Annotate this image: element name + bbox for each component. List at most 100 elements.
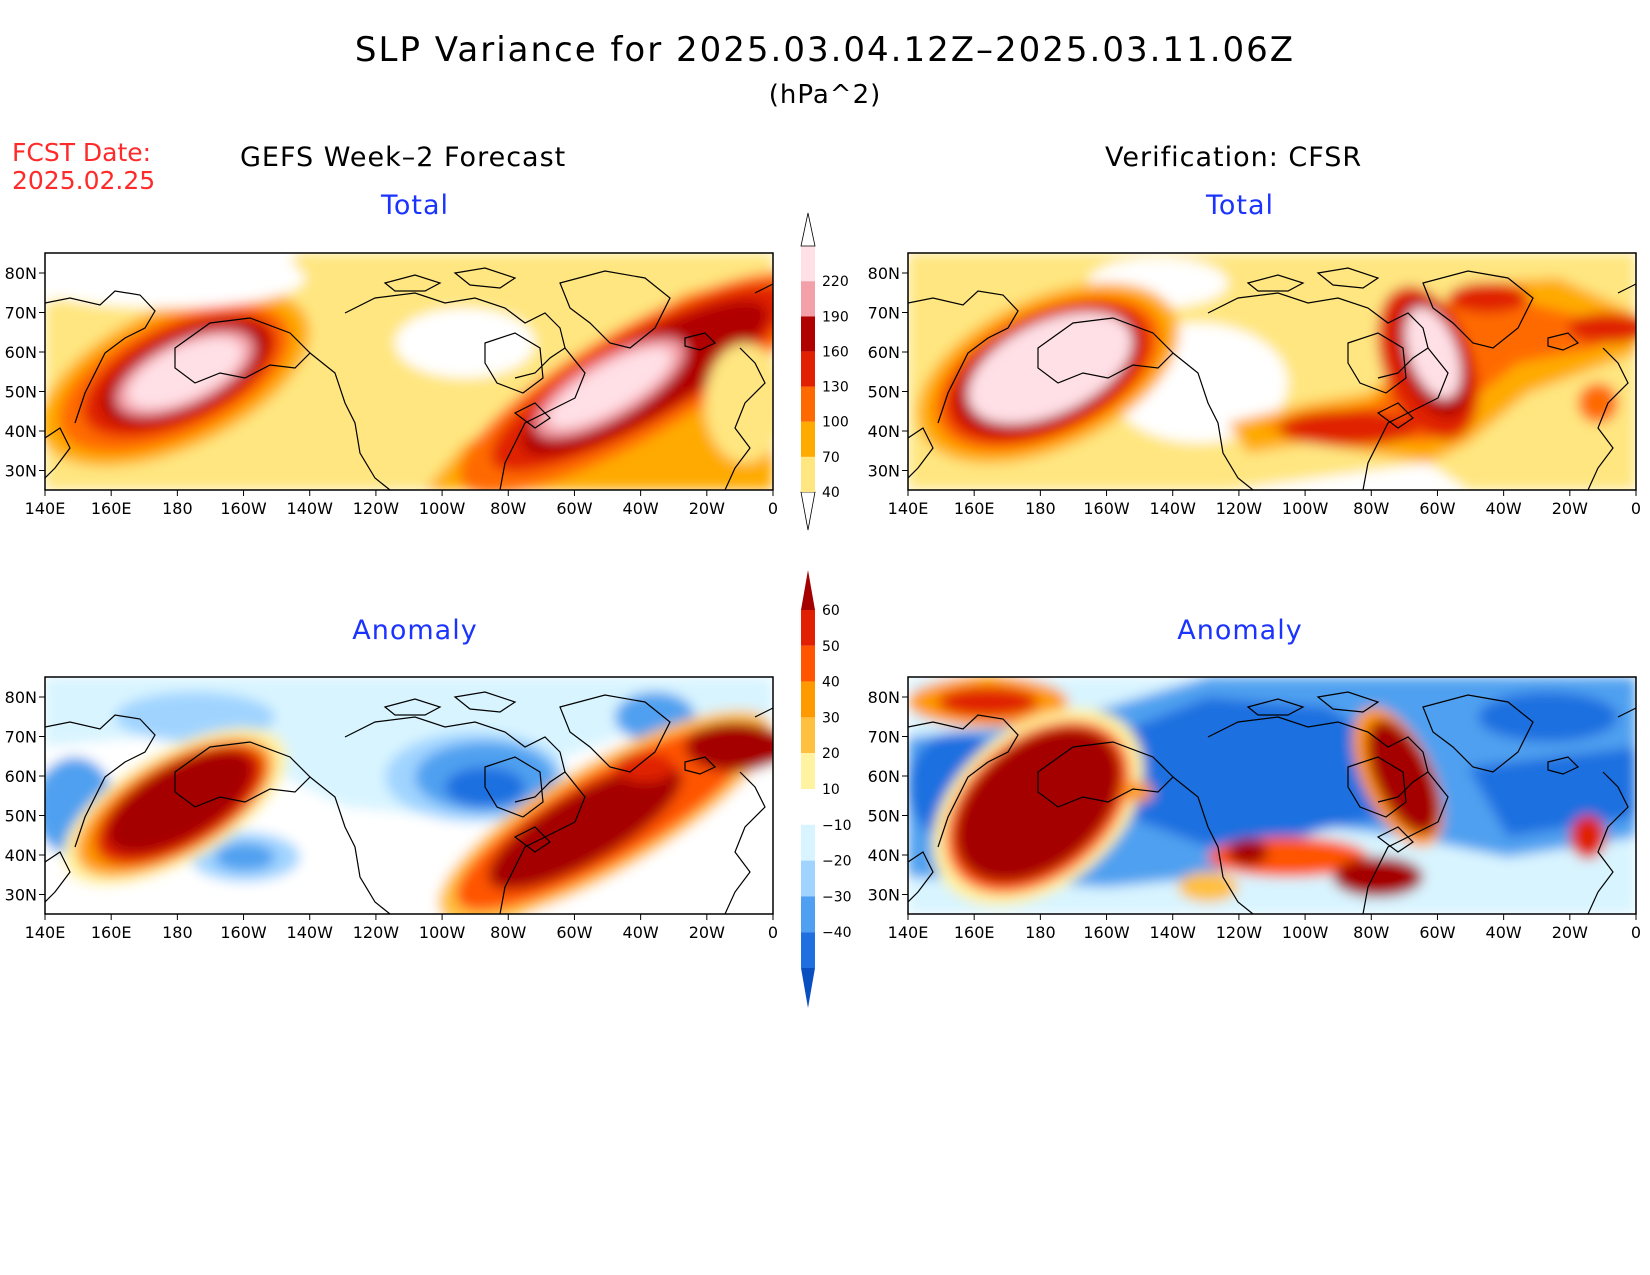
panel-title-cfsr-anom: Anomaly <box>1177 615 1303 646</box>
lat-tick-label: 30N <box>868 462 900 481</box>
axes-layer: 140E 160E 180 160W 140W 120W 100W 80W 60W 40W 20W 0… <box>5 264 1641 942</box>
colorbar-extend-low <box>800 491 816 531</box>
lat-tick-label: 40N <box>5 422 37 441</box>
lon-tick-label: 140E <box>888 499 929 518</box>
lon-tick-label: 80W <box>1353 499 1389 518</box>
colorbar-label: 30 <box>822 710 840 726</box>
lat-tick-label: 50N <box>868 807 900 826</box>
lat-tick-label: 60N <box>868 767 900 786</box>
lon-tick-label: 100W <box>419 923 466 942</box>
lon-tick-label: 160E <box>91 923 132 942</box>
map-panel-cfsr-anomaly <box>907 676 1637 915</box>
colorbar-swatch <box>801 789 815 825</box>
colorbar-swatch <box>801 824 815 861</box>
colorbar-label: 190 <box>822 309 849 325</box>
colorbar-swatch <box>801 386 815 422</box>
lon-tick-label: 40W <box>1486 923 1522 942</box>
lon-tick-label: 20W <box>1552 499 1588 518</box>
lon-tick-label: 120W <box>1216 499 1263 518</box>
fcst-date-label: FCST Date: <box>12 138 152 167</box>
colorbar-swatch <box>801 717 815 754</box>
lon-tick-label: 160W <box>220 923 267 942</box>
lon-tick-label: 120W <box>353 499 400 518</box>
lat-tick-label: 40N <box>868 422 900 441</box>
lon-tick-label: 140W <box>287 499 334 518</box>
lat-tick-label: 60N <box>5 767 37 786</box>
lon-tick-label: 40W <box>623 499 659 518</box>
lat-tick-label: 80N <box>868 688 900 707</box>
colorbar-label: 40 <box>822 485 840 501</box>
colorbar-swatch <box>801 456 815 492</box>
colorbar-extend-high <box>801 570 815 610</box>
colorbar-anomaly: 60 50 40 30 20 10 −10 −20 −30 −40 <box>801 570 852 1008</box>
map-panel-gefs-anomaly <box>44 676 774 915</box>
colorbar-label: −30 <box>822 889 852 905</box>
lon-tick-label: 40W <box>623 923 659 942</box>
colorbar-swatch <box>801 316 815 352</box>
lat-tick-label: 60N <box>868 343 900 362</box>
lat-tick-label: 70N <box>868 728 900 747</box>
colorbar-label: 50 <box>822 639 840 655</box>
lon-tick-label: 120W <box>353 923 400 942</box>
panel-title-cfsr-total: Total <box>1205 190 1275 221</box>
colorbar-label: 60 <box>822 603 840 619</box>
lat-tick-label: 80N <box>5 688 37 707</box>
lat-tick-label: 50N <box>5 807 37 826</box>
lon-tick-label: 180 <box>1025 499 1056 518</box>
figure-title: SLP Variance for 2025.03.04.12Z–2025.03.… <box>354 30 1296 70</box>
lon-tick-label: 180 <box>162 499 193 518</box>
lon-tick-label: 0 <box>768 923 778 942</box>
lon-tick-label: 0 <box>1631 923 1641 942</box>
lat-tick-label: 60N <box>5 343 37 362</box>
lon-tick-label: 160E <box>91 499 132 518</box>
colorbar-label: 10 <box>822 782 840 798</box>
lon-tick-label: 140W <box>1150 923 1197 942</box>
colorbar-swatch <box>801 753 815 789</box>
colorbar-label: 40 <box>822 675 840 691</box>
lat-tick-label: 70N <box>5 304 37 323</box>
lon-tick-label: 160E <box>954 923 995 942</box>
colorbar-swatch <box>801 281 815 317</box>
lat-tick-label: 80N <box>5 264 37 283</box>
lat-tick-label: 50N <box>5 383 37 402</box>
lon-tick-label: 60W <box>556 923 592 942</box>
lat-tick-label: 30N <box>5 462 37 481</box>
lat-tick-label: 50N <box>868 383 900 402</box>
lat-tick-label: 70N <box>5 728 37 747</box>
colorbar-label: 70 <box>822 450 840 466</box>
colorbar-total: 40 70 100 130 160 190 220 <box>800 212 849 531</box>
lat-tick-label: 40N <box>5 846 37 865</box>
colorbar-label: −20 <box>822 854 852 870</box>
lon-tick-label: 160W <box>220 499 267 518</box>
lat-tick-label: 70N <box>868 304 900 323</box>
lon-tick-label: 160W <box>1083 499 1130 518</box>
map-panel-cfsr-total <box>907 252 1637 491</box>
lon-tick-label: 60W <box>1419 923 1455 942</box>
lon-tick-label: 20W <box>689 499 725 518</box>
colorbar-swatch <box>801 351 815 387</box>
lon-tick-label: 180 <box>1025 923 1056 942</box>
colorbar-label: −10 <box>822 818 852 834</box>
lon-tick-label: 140E <box>888 923 929 942</box>
lon-tick-label: 160W <box>1083 923 1130 942</box>
colorbar-swatch <box>801 896 815 933</box>
colorbar-label: 160 <box>822 344 849 360</box>
lat-tick-label: 80N <box>868 264 900 283</box>
colorbar-label: 20 <box>822 746 840 762</box>
lat-tick-label: 30N <box>868 886 900 905</box>
lon-tick-label: 20W <box>689 923 725 942</box>
colorbar-extend-low <box>801 968 815 1008</box>
colorbar-label: −40 <box>822 925 852 941</box>
lon-tick-label: 0 <box>1631 499 1641 518</box>
right-column-header: Verification: CFSR <box>1105 142 1363 173</box>
colorbar-label: 100 <box>822 415 849 431</box>
lat-tick-label: 40N <box>868 846 900 865</box>
colorbar-swatch <box>801 610 815 646</box>
lon-tick-label: 80W <box>1353 923 1389 942</box>
colorbar-swatch <box>801 421 815 457</box>
lon-tick-label: 100W <box>1282 499 1329 518</box>
lon-tick-label: 60W <box>1419 499 1455 518</box>
lon-tick-label: 60W <box>556 499 592 518</box>
colorbar-swatch <box>801 932 815 968</box>
